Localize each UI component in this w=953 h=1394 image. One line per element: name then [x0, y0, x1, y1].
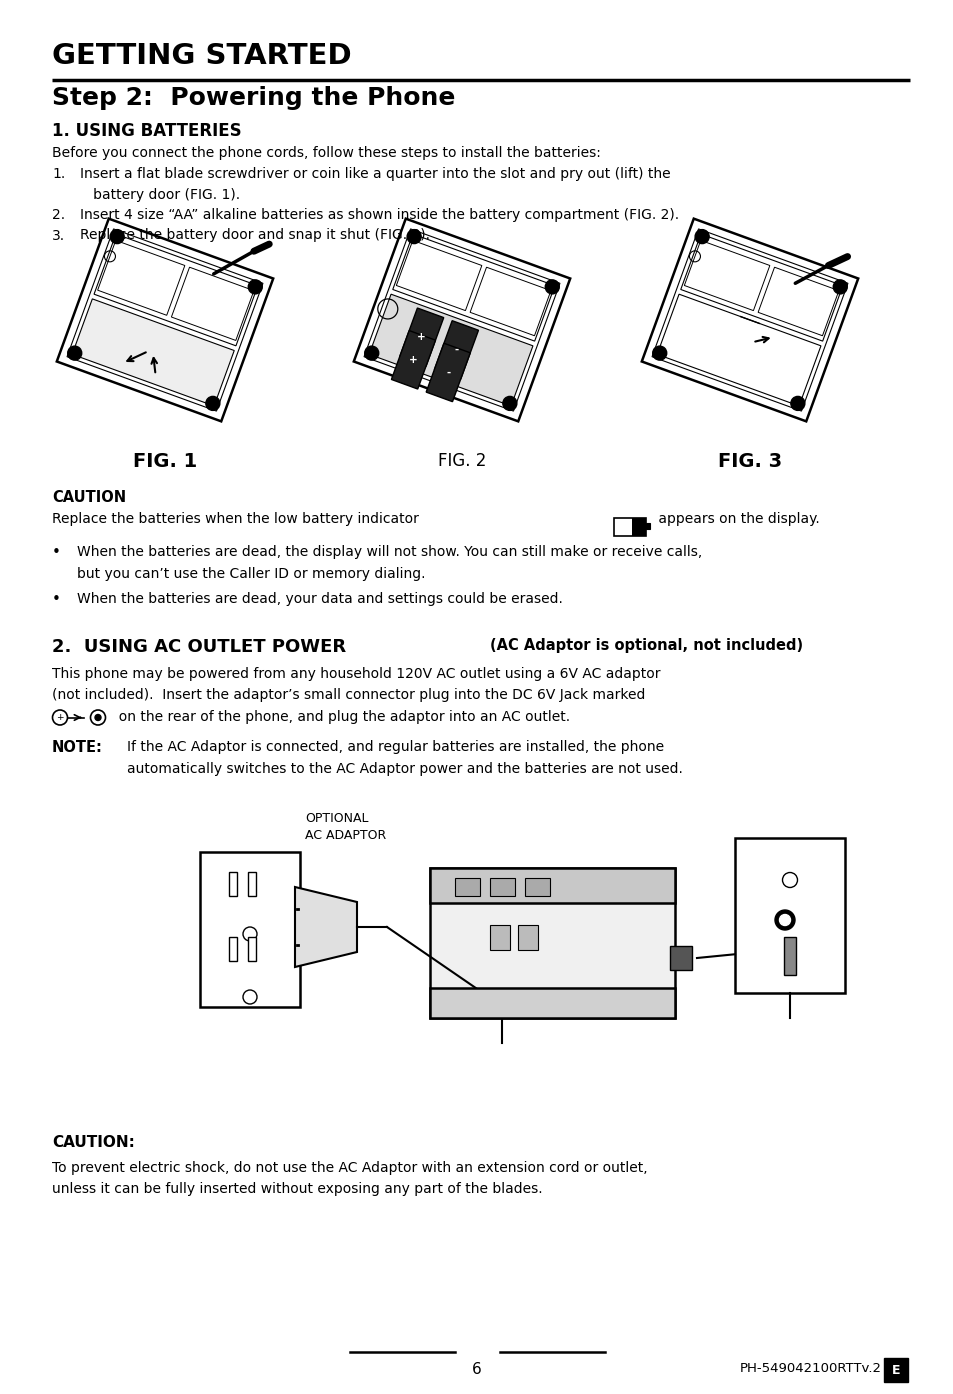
Text: automatically switches to the AC Adaptor power and the batteries are not used.: automatically switches to the AC Adaptor… [127, 761, 682, 775]
Bar [248, 937, 255, 960]
Polygon shape [399, 308, 443, 367]
Circle shape [695, 230, 708, 244]
Text: Insert a flat blade screwdriver or coin like a quarter into the slot and pry out: Insert a flat blade screwdriver or coin … [80, 167, 670, 181]
Polygon shape [369, 294, 533, 406]
Bar [430, 868, 675, 1018]
Text: but you can’t use the Caller ID or memory dialing.: but you can’t use the Caller ID or memor… [77, 566, 425, 580]
Bar [669, 947, 691, 970]
Text: 6: 6 [472, 1362, 481, 1377]
Polygon shape [641, 219, 858, 421]
Polygon shape [354, 219, 570, 421]
Bar [734, 838, 844, 993]
Circle shape [545, 280, 558, 294]
Text: To prevent electric shock, do not use the AC Adaptor with an extension cord or o: To prevent electric shock, do not use th… [52, 1161, 647, 1175]
Text: If the AC Adaptor is connected, and regular batteries are installed, the phone: If the AC Adaptor is connected, and regu… [127, 740, 663, 754]
Bar [883, 1358, 907, 1381]
Text: 3.: 3. [52, 229, 65, 243]
Circle shape [364, 346, 378, 360]
Polygon shape [657, 294, 821, 406]
Text: NOTE:: NOTE: [52, 740, 103, 756]
Bar [517, 926, 537, 949]
Bar [229, 873, 236, 896]
Polygon shape [631, 519, 645, 535]
Text: +: + [56, 712, 64, 722]
Bar [430, 868, 675, 903]
Text: 2.: 2. [52, 208, 65, 222]
Circle shape [652, 346, 666, 360]
Text: +: + [416, 332, 426, 343]
Polygon shape [72, 298, 234, 406]
Circle shape [68, 346, 82, 360]
Bar [524, 878, 550, 896]
Text: 1. USING BATTERIES: 1. USING BATTERIES [52, 123, 241, 139]
Bar [490, 878, 515, 896]
Text: PH-549042100RTTv.2: PH-549042100RTTv.2 [740, 1362, 882, 1374]
Text: FIG. 3: FIG. 3 [718, 452, 781, 471]
Circle shape [832, 280, 846, 294]
Bar [645, 523, 649, 530]
Circle shape [407, 230, 420, 244]
Circle shape [95, 715, 101, 721]
Bar [455, 878, 479, 896]
Text: OPTIONAL: OPTIONAL [305, 811, 368, 825]
Text: battery door (FIG. 1).: battery door (FIG. 1). [80, 188, 240, 202]
Circle shape [790, 396, 804, 410]
Bar [248, 873, 255, 896]
Polygon shape [57, 219, 273, 421]
Bar [614, 519, 645, 535]
Circle shape [779, 914, 790, 926]
Text: Before you connect the phone cords, follow these steps to install the batteries:: Before you connect the phone cords, foll… [52, 146, 600, 160]
Text: (not included).  Insert the adaptor’s small connector plug into the DC 6V Jack m: (not included). Insert the adaptor’s sma… [52, 689, 644, 703]
Text: Step 2:  Powering the Phone: Step 2: Powering the Phone [52, 86, 455, 110]
Bar [200, 852, 299, 1006]
Polygon shape [391, 330, 436, 389]
Text: Insert 4 size “AA” alkaline batteries as shown inside the battery compartment (F: Insert 4 size “AA” alkaline batteries as… [80, 208, 679, 222]
Text: on the rear of the phone, and plug the adaptor into an AC outlet.: on the rear of the phone, and plug the a… [110, 710, 570, 723]
Text: FIG. 1: FIG. 1 [132, 452, 197, 471]
Text: appears on the display.: appears on the display. [654, 512, 819, 526]
Polygon shape [426, 343, 470, 401]
Circle shape [206, 396, 219, 410]
Circle shape [110, 230, 124, 244]
Text: This phone may be powered from any household 120V AC outlet using a 6V AC adapto: This phone may be powered from any house… [52, 666, 659, 682]
Text: -: - [446, 368, 450, 378]
Circle shape [774, 910, 794, 930]
Polygon shape [294, 887, 356, 967]
Bar [490, 926, 510, 949]
Text: •: • [52, 591, 61, 606]
Text: +: + [409, 355, 417, 365]
Text: 1.: 1. [52, 167, 65, 181]
Bar [229, 937, 236, 960]
Bar [430, 988, 675, 1018]
Text: (AC Adaptor is optional, not included): (AC Adaptor is optional, not included) [490, 638, 802, 652]
Text: FIG. 2: FIG. 2 [437, 452, 486, 470]
Text: CAUTION: CAUTION [52, 491, 126, 505]
Text: AC ADAPTOR: AC ADAPTOR [305, 829, 386, 842]
Text: When the batteries are dead, the display will not show. You can still make or re: When the batteries are dead, the display… [77, 545, 701, 559]
Text: CAUTION:: CAUTION: [52, 1135, 134, 1150]
Bar [430, 988, 675, 1018]
Text: 2.  USING AC OUTLET POWER: 2. USING AC OUTLET POWER [52, 638, 346, 657]
Text: -: - [454, 344, 458, 355]
Polygon shape [434, 321, 478, 379]
Circle shape [248, 280, 262, 294]
Circle shape [502, 396, 517, 410]
Text: Replace the batteries when the low battery indicator: Replace the batteries when the low batte… [52, 512, 418, 526]
Text: unless it can be fully inserted without exposing any part of the blades.: unless it can be fully inserted without … [52, 1182, 542, 1196]
Bar [430, 868, 675, 903]
Text: GETTING STARTED: GETTING STARTED [52, 42, 352, 70]
Text: When the batteries are dead, your data and settings could be erased.: When the batteries are dead, your data a… [77, 591, 562, 605]
Text: E: E [891, 1365, 900, 1377]
Text: Replace the battery door and snap it shut (FIG. 3).: Replace the battery door and snap it shu… [80, 229, 430, 243]
Text: •: • [52, 545, 61, 560]
Bar [783, 937, 795, 974]
